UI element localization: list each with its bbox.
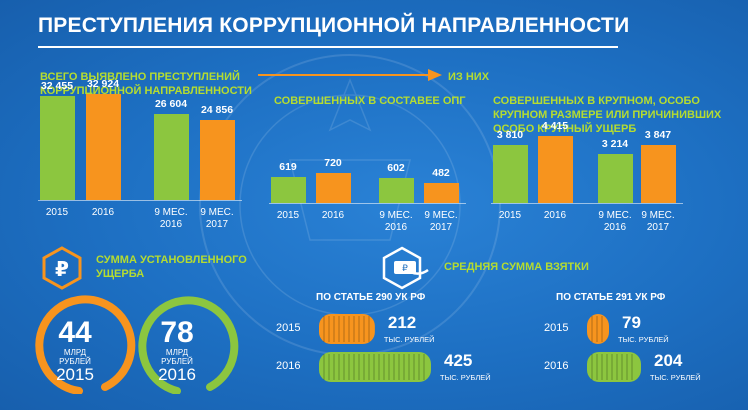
damage-ring-2015	[35, 295, 136, 394]
bar-category-label: 2016	[321, 210, 345, 221]
bar-category-label: 2016	[91, 207, 115, 218]
bar-value-label: 32 455	[40, 79, 74, 92]
damage-2015-year: 2015	[56, 365, 94, 384]
bribe-value: 79	[622, 313, 641, 332]
bribe-hand-icon: ₽	[380, 246, 430, 290]
bribe-unit: ТЫС. РУБЛЕЙ	[383, 335, 435, 344]
bribe-group-title: ПО СТАТЬЕ 291 УК РФ	[556, 292, 666, 303]
damage-2016: 78 МЛРД РУБЛЕЙ 2016	[137, 318, 217, 384]
chart-baseline	[491, 203, 683, 204]
bribe-coil-bar	[587, 352, 641, 382]
svg-text:₽: ₽	[55, 257, 69, 281]
bribe-year-label: 2016	[544, 360, 569, 372]
damage-rings	[35, 295, 239, 394]
ruble-icon: ₽	[40, 246, 84, 290]
bar-value-label: 32 924	[86, 78, 120, 90]
bribe-value: 204	[654, 351, 683, 370]
bar-1-0	[271, 177, 306, 203]
bar-0-1	[86, 94, 121, 200]
bar-category-label: 2015	[276, 210, 300, 221]
bar-value-label: 4 415	[541, 119, 569, 132]
bar-2-3	[641, 144, 676, 203]
bar-value-label: 602	[387, 161, 405, 174]
bar-category-label: 9 МЕС. 2016	[154, 207, 188, 230]
damage-2016-value: 78	[160, 316, 194, 349]
bribe-unit: ТЫС. РУБЛЕЙ	[618, 335, 669, 344]
bribe-year-label: 2015	[276, 322, 301, 334]
bribe-year-label: 2016	[276, 360, 301, 372]
bribe-unit: ТЫС. РУБЛЕЙ	[440, 373, 491, 382]
total-heading: ВСЕГО ВЫЯВЛЕНО ПРЕСТУПЛЕНИЙ КОРРУПЦИОННО…	[40, 71, 252, 97]
title-underline	[38, 46, 618, 48]
bar-value-label: 482	[432, 166, 450, 179]
bar-2-2	[598, 154, 633, 203]
bar-category-label: 9 МЕС. 2016	[379, 210, 413, 233]
bar-value-label: 3 810	[496, 129, 524, 142]
bar-value-label: 3 214	[601, 138, 629, 151]
opg-heading: СОВЕРШЕННЫХ В СОСТАВЕЕ ОПГ	[274, 95, 466, 107]
bar-category-label: 9 МЕС. 2016	[598, 210, 632, 233]
damage-2015-value: 44	[58, 316, 92, 349]
damage-2015: 44 МЛРД РУБЛЕЙ 2015	[35, 318, 115, 384]
bribe-unit: ТЫС. РУБЛЕЙ	[650, 373, 701, 382]
damage-heading: СУММА УСТАНОВЛЕННОГО УЩЕРБА	[96, 254, 247, 280]
bar-value-label: 26 604	[154, 98, 188, 111]
bar-1-3	[424, 182, 459, 203]
bar-0-3	[200, 119, 235, 200]
bribe-coil-bar	[319, 352, 431, 382]
bar-category-label: 9 МЕС. 2017	[641, 210, 675, 233]
bribe-group-title: ПО СТАТЬЕ 290 УК РФ	[316, 292, 426, 303]
arrow-right-icon	[258, 69, 442, 81]
bribe-coil-bar	[319, 314, 375, 344]
large-heading: СОВЕРШЕННЫХ В КРУПНОМ, ОСОБО КРУПНОМ РАЗ…	[493, 95, 722, 135]
damage-ring-2016	[138, 296, 239, 394]
bar-value-label: 24 856	[200, 103, 234, 116]
bar-0-2	[154, 114, 189, 200]
page-title: ПРЕСТУПЛЕНИЯ КОРРУПЦИОННОЙ НАПРАВЛЕННОСТ…	[38, 14, 630, 37]
bar-category-label: 9 МЕС. 2017	[424, 210, 458, 233]
svg-text:₽: ₽	[402, 264, 408, 274]
bar-1-1	[316, 172, 351, 203]
bar-category-label: 2015	[45, 207, 69, 218]
bribe-value: 212	[387, 313, 417, 332]
chart-baseline	[38, 200, 242, 201]
bar-1-2	[379, 177, 414, 203]
bar-0-0	[40, 95, 75, 200]
bar-value-label: 619	[279, 161, 297, 173]
bar-2-1	[538, 135, 573, 203]
bar-category-label: 2015	[498, 210, 522, 221]
bribe-value: 425	[444, 351, 473, 370]
bar-2-0	[493, 145, 528, 203]
bribe-year-label: 2015	[544, 322, 569, 334]
bribe-heading: СРЕДНЯЯ СУММА ВЗЯТКИ	[444, 261, 589, 273]
bar-category-label: 9 МЕС. 2017	[200, 207, 234, 230]
bribe-coil-bar	[587, 314, 609, 344]
chart-baseline	[269, 203, 466, 204]
bar-value-label: 3 847	[644, 128, 672, 141]
of-them-label: ИЗ НИХ	[448, 71, 490, 83]
bar-category-label: 2016	[543, 210, 567, 221]
damage-2016-year: 2016	[158, 365, 196, 384]
bar-value-label: 720	[324, 156, 342, 169]
